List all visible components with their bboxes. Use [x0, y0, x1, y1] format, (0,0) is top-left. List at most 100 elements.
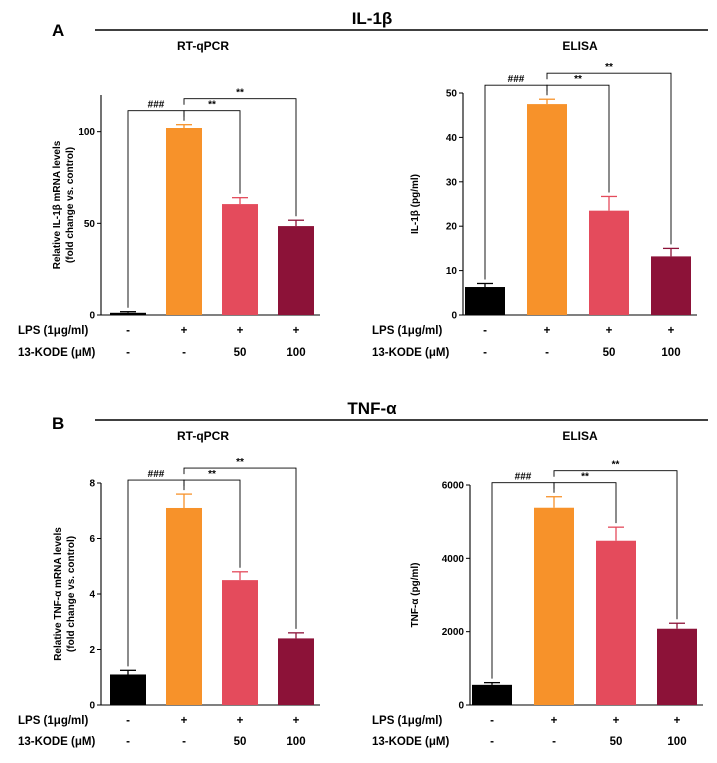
b2-y-tick-label-0: 0	[458, 701, 464, 712]
a1-y-tick-label-2: 100	[78, 127, 95, 138]
b1-cond-0-value-3: +	[293, 715, 300, 727]
a2-y-tick-label-3: 30	[446, 177, 458, 188]
b1-sig-bracket-1	[183, 479, 241, 568]
section-a-title: IL-1β	[352, 9, 393, 28]
a2-sig-label-1: **	[574, 74, 582, 85]
a2-cond-1-value-1: -	[545, 347, 549, 359]
a2-cond-1-value-2: 50	[603, 347, 616, 359]
a2-bar-0	[465, 287, 505, 315]
b2-sig-label-2: **	[612, 460, 620, 471]
a2-y-tick-label-0: 0	[451, 311, 457, 322]
a2-cond-label-0: LPS (1μg/ml)	[372, 325, 442, 337]
a1-bar-2	[222, 204, 258, 315]
a2-y-tick-label-4: 40	[446, 133, 458, 144]
section-b-title: TNF-α	[347, 399, 397, 418]
a1-sig-label-0: ###	[148, 100, 165, 111]
b2-sig-label-1: **	[581, 472, 589, 483]
b2-cond-label-0: LPS (1μg/ml)	[372, 715, 442, 727]
b2-y-tick-label-1: 2000	[442, 627, 465, 638]
a1-sig-bracket-2	[183, 98, 297, 217]
a1-cond-1-value-1: -	[182, 347, 186, 359]
a2-cond-0-value-2: +	[606, 325, 613, 337]
b1-sig-bracket-2	[183, 467, 297, 629]
b2-y-tick-label-3: 6000	[442, 481, 465, 492]
b1-sig-label-1: **	[208, 469, 216, 480]
chart-a2-title: ELISA	[562, 39, 598, 53]
b2-sig-bracket-2	[553, 470, 678, 620]
a1-bar-3	[278, 226, 314, 315]
a2-bar-1	[527, 104, 567, 315]
a1-cond-0-value-2: +	[237, 325, 244, 337]
b1-cond-1-value-3: 100	[286, 736, 305, 748]
a1-cond-1-value-3: 100	[286, 347, 305, 359]
b1-bar-2	[222, 580, 258, 705]
a1-cond-0-value-1: +	[181, 325, 188, 337]
chart-b1-title: RT-qPCR	[177, 429, 229, 443]
b1-bar-3	[278, 638, 314, 705]
b2-cond-1-value-2: 50	[610, 736, 623, 748]
b1-sig-label-0: ###	[148, 469, 165, 480]
chart-b1: 0 2 4 6 8 Relative TNF-α mRNA levels (fold cha…	[18, 457, 320, 748]
b1-cond-0-value-1: +	[181, 715, 188, 727]
a2-cond-1-value-0: -	[483, 347, 487, 359]
b1-y-axis-label-0: Relative TNF-α mRNA levels	[53, 527, 64, 661]
a1-sig-label-1: **	[208, 100, 216, 111]
b2-cond-0-value-2: +	[613, 715, 620, 727]
b2-sig-label-0: ###	[515, 472, 532, 483]
a1-y-axis-label-1: (fold change vs. control)	[65, 147, 76, 263]
a2-sig-label-0: ###	[508, 74, 525, 85]
b1-y-tick-label-4: 8	[89, 479, 95, 490]
chart-a1-title: RT-qPCR	[177, 39, 229, 53]
b2-cond-label-1: 13-KODE (μM)	[372, 736, 449, 748]
a2-sig-bracket-2	[546, 72, 672, 245]
a2-y-tick-label-5: 50	[446, 89, 458, 100]
panel-letter-a: A	[52, 21, 64, 40]
b2-y-tick-label-2: 4000	[442, 554, 465, 565]
a2-sig-label-2: **	[605, 62, 613, 73]
b1-y-tick-label-3: 6	[89, 534, 95, 545]
b1-cond-1-value-2: 50	[234, 736, 247, 748]
b2-bar-0	[472, 684, 512, 705]
a1-y-tick-label-0: 0	[89, 311, 95, 322]
chart-a2: 0 10 20 30 40 50 IL-1β (pg/ml) ### ** ** LPS (1μg/…	[372, 62, 697, 359]
chart-a1: 0 50 100 Relative IL-1β mRNA levels (fold ch…	[18, 88, 320, 359]
b2-cond-0-value-0: -	[490, 715, 494, 727]
a2-bar-2	[589, 210, 629, 315]
a2-y-axis-label-0: IL-1β (pg/ml)	[410, 174, 421, 234]
b2-cond-1-value-1: -	[552, 736, 556, 748]
a1-cond-1-value-0: -	[126, 347, 130, 359]
b1-bar-0	[110, 674, 146, 705]
a1-cond-0-value-0: -	[126, 325, 130, 337]
b2-cond-0-value-1: +	[551, 715, 558, 727]
a1-y-axis-label-0: Relative IL-1β mRNA levels	[52, 140, 63, 269]
chart-b2: 0 2000 4000 6000 TNF-α (pg/ml) ### ** ** LPS (1μ…	[372, 460, 703, 748]
a1-cond-label-0: LPS (1μg/ml)	[18, 325, 88, 337]
b1-y-tick-label-1: 2	[89, 645, 95, 656]
b1-sig-label-2: **	[236, 457, 244, 468]
b2-y-axis-label-0: TNF-α (pg/ml)	[410, 562, 421, 627]
a2-cond-0-value-3: +	[668, 325, 675, 337]
b2-cond-1-value-3: 100	[667, 736, 686, 748]
b2-sig-bracket-1	[553, 482, 617, 524]
b1-cond-0-value-2: +	[237, 715, 244, 727]
a1-sig-label-2: **	[236, 88, 244, 99]
a2-cond-0-value-1: +	[544, 325, 551, 337]
b1-cond-1-value-1: -	[182, 736, 186, 748]
a2-cond-0-value-0: -	[483, 325, 487, 337]
a2-y-tick-label-2: 20	[446, 222, 458, 233]
b2-bar-2	[596, 540, 636, 705]
b1-cond-1-value-0: -	[126, 736, 130, 748]
a1-cond-label-1: 13-KODE (μM)	[18, 347, 95, 359]
b1-y-axis-label-1: (fold change vs. control)	[66, 536, 77, 652]
b2-cond-0-value-3: +	[674, 715, 681, 727]
b1-cond-label-0: LPS (1μg/ml)	[18, 715, 88, 727]
a2-sig-bracket-1	[546, 84, 610, 193]
a1-cond-0-value-3: +	[293, 325, 300, 337]
a1-bar-0	[110, 312, 146, 315]
b1-y-tick-label-2: 4	[89, 590, 95, 601]
a2-y-tick-label-1: 10	[446, 266, 458, 277]
b1-cond-0-value-0: -	[126, 715, 130, 727]
a1-sig-bracket-1	[183, 110, 241, 194]
b1-cond-label-1: 13-KODE (μM)	[18, 736, 95, 748]
